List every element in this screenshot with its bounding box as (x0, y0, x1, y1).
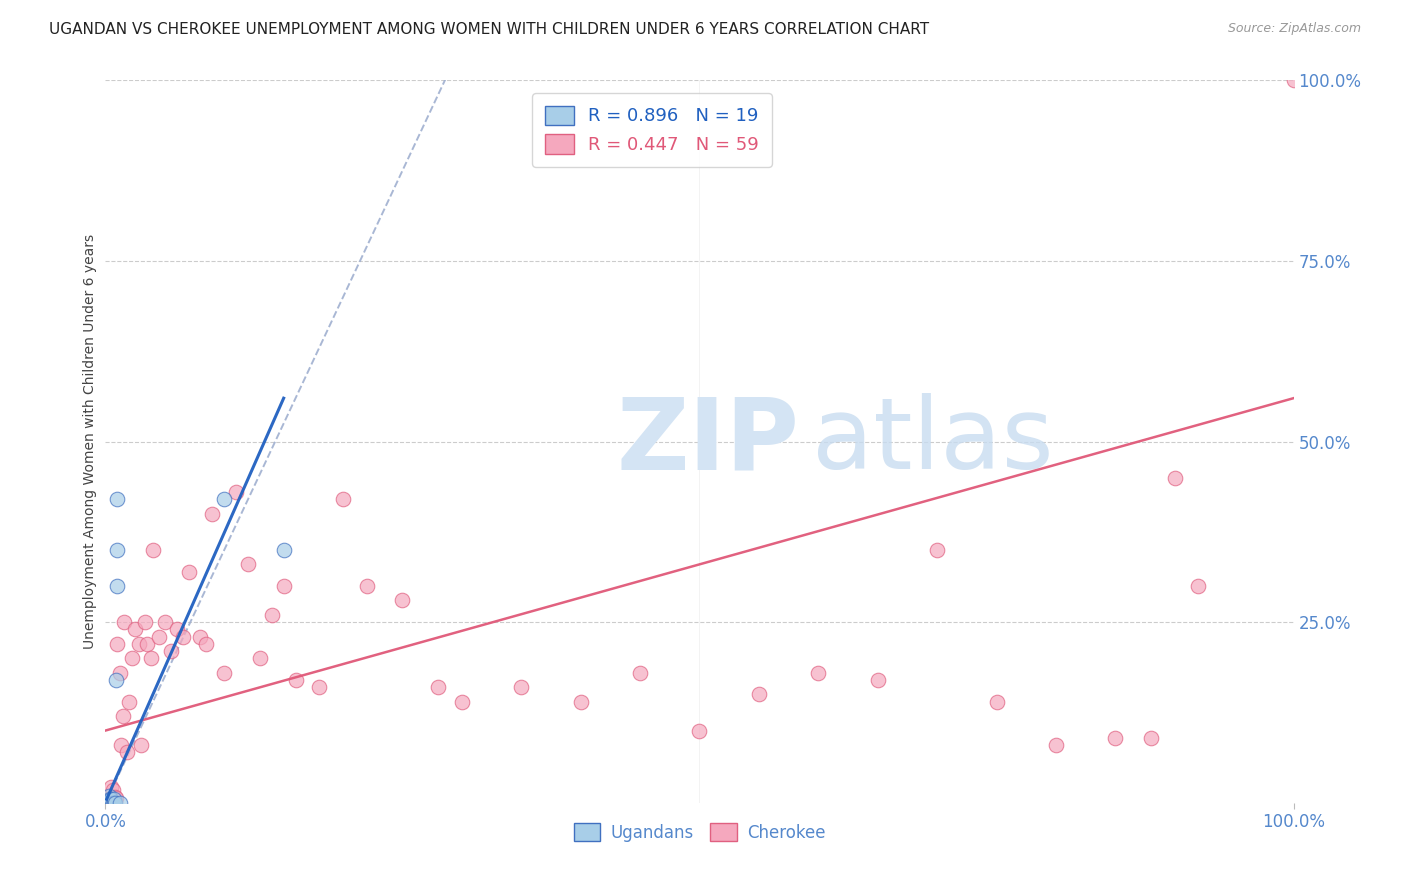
Point (332, 492, 354, 507)
Point (128, 637, 150, 651)
Point (153, 615, 176, 630)
Point (129, 738, 152, 752)
Point (177, 565, 200, 579)
Point (308, 680, 330, 694)
Point (225, 485, 247, 500)
Point (628, 665, 651, 680)
Point (1282, 73, 1305, 87)
Point (510, 680, 533, 694)
Point (273, 579, 295, 593)
Point (356, 579, 378, 593)
Point (273, 542, 295, 557)
Point (108, 665, 131, 680)
Point (98, 792, 121, 806)
Point (569, 695, 592, 709)
Point (124, 623, 146, 637)
Point (100, 780, 122, 794)
Point (105, 673, 128, 687)
Point (104, 796, 127, 810)
Point (249, 651, 271, 665)
Point (108, 796, 131, 810)
Point (986, 695, 1008, 709)
Point (105, 791, 128, 805)
Point (142, 542, 165, 557)
Point (136, 637, 159, 651)
Point (284, 673, 307, 687)
Point (807, 665, 830, 680)
Text: Source: ZipAtlas.com: Source: ZipAtlas.com (1227, 22, 1361, 36)
Point (103, 796, 125, 810)
Point (134, 615, 156, 630)
Point (195, 637, 218, 651)
Point (201, 507, 224, 521)
Point (96, 796, 118, 810)
Point (236, 558, 259, 572)
Point (103, 792, 125, 806)
Y-axis label: Unemployment Among Women with Children Under 6 years: Unemployment Among Women with Children U… (83, 234, 97, 649)
Point (450, 695, 472, 709)
Point (98, 796, 121, 810)
Text: UGANDAN VS CHEROKEE UNEMPLOYMENT AMONG WOMEN WITH CHILDREN UNDER 6 YEARS CORRELA: UGANDAN VS CHEROKEE UNEMPLOYMENT AMONG W… (49, 22, 929, 37)
Point (115, 745, 138, 759)
Point (1104, 731, 1126, 745)
Point (391, 593, 413, 607)
Point (98, 789, 121, 803)
Point (166, 623, 188, 637)
Point (105, 579, 128, 593)
Point (172, 630, 194, 644)
Point (1187, 579, 1209, 593)
Point (1140, 731, 1163, 745)
Point (121, 651, 143, 665)
Point (100, 796, 122, 810)
Point (925, 542, 948, 557)
Point (214, 492, 236, 507)
Point (214, 665, 236, 680)
Legend: Ugandans, Cherokee: Ugandans, Cherokee (567, 817, 832, 848)
Text: atlas: atlas (813, 393, 1054, 490)
Point (748, 687, 770, 701)
Point (148, 630, 170, 644)
Point (139, 651, 162, 665)
Point (866, 673, 889, 687)
Point (190, 630, 212, 644)
Point (105, 637, 128, 651)
Point (98, 794, 121, 808)
Point (427, 680, 450, 694)
Point (1164, 470, 1187, 484)
Point (112, 709, 135, 723)
Text: ZIP: ZIP (616, 393, 799, 490)
Point (100, 792, 122, 806)
Point (101, 796, 124, 810)
Point (1045, 738, 1067, 752)
Point (97, 796, 120, 810)
Point (159, 644, 181, 658)
Point (101, 782, 124, 797)
Point (689, 723, 711, 738)
Point (98, 796, 121, 810)
Point (105, 542, 128, 557)
Point (103, 792, 125, 806)
Point (105, 492, 128, 507)
Point (110, 738, 132, 752)
Point (114, 615, 136, 630)
Point (118, 695, 141, 709)
Point (104, 790, 127, 805)
Point (98, 792, 121, 806)
Point (260, 607, 283, 622)
